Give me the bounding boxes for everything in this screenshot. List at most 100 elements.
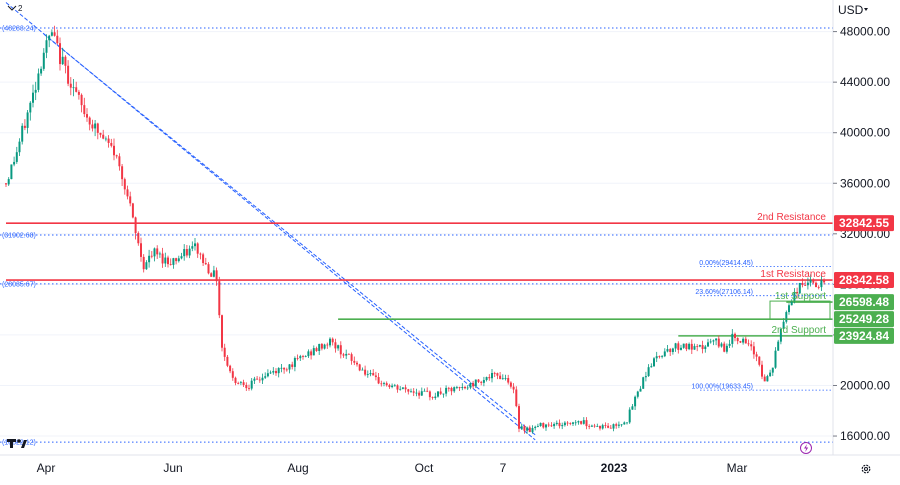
- candle: [650, 366, 653, 368]
- candle: [617, 424, 620, 426]
- candle: [250, 380, 253, 389]
- price-tag[interactable]: [834, 327, 894, 344]
- candle: [342, 354, 345, 356]
- candle: [569, 423, 572, 424]
- candle: [542, 422, 545, 428]
- candle: [393, 385, 396, 387]
- candle: [364, 369, 367, 375]
- candle: [131, 203, 134, 218]
- candle: [258, 379, 261, 381]
- time-axis[interactable]: Apr Jun Aug Oct 7 2023 Mar: [37, 461, 748, 475]
- candle: [345, 353, 348, 356]
- candle: [212, 270, 215, 277]
- candle: [13, 161, 16, 165]
- candle: [682, 343, 685, 348]
- candle: [580, 421, 583, 424]
- price-tag-label: 26598.48: [839, 295, 889, 309]
- candle: [404, 387, 407, 390]
- y-tick-label: 40000.00: [840, 126, 890, 140]
- reference-label: (48283.24): [2, 26, 36, 33]
- candle: [145, 262, 148, 270]
- candle: [447, 387, 450, 389]
- candle: [612, 424, 615, 429]
- interval-badge[interactable]: 2: [7, 4, 23, 13]
- candle: [310, 351, 313, 356]
- candle: [493, 372, 496, 374]
- candle: [504, 378, 507, 379]
- candle: [793, 291, 796, 302]
- candle: [742, 338, 745, 343]
- candle: [423, 390, 426, 392]
- candle: [809, 279, 812, 283]
- price-tag[interactable]: [834, 294, 894, 311]
- candle: [531, 428, 534, 433]
- price-tag-label: 28342.58: [839, 273, 889, 287]
- candle: [523, 426, 526, 431]
- candle: [536, 425, 539, 427]
- candle: [666, 349, 669, 352]
- candle: [7, 179, 10, 185]
- price-tag-label: 23924.84: [839, 329, 889, 343]
- candle: [34, 89, 37, 93]
- candle: [599, 426, 601, 429]
- price-tag[interactable]: [834, 311, 894, 328]
- candle: [788, 305, 790, 313]
- candle: [806, 282, 809, 286]
- x-tick-label: Apr: [37, 461, 56, 475]
- candle: [407, 389, 410, 392]
- candle: [515, 389, 518, 407]
- candle: [280, 367, 283, 369]
- candle: [458, 387, 461, 389]
- candle: [361, 369, 364, 371]
- chevron-down-icon[interactable]: [864, 8, 868, 11]
- candle: [801, 282, 804, 286]
- gear-icon[interactable]: [861, 464, 871, 474]
- candle: [15, 152, 18, 162]
- candle: [509, 382, 512, 387]
- candle: [590, 425, 593, 427]
- candle: [32, 92, 34, 103]
- price-axis[interactable]: 16000.0020000.0024000.0028000.0032000.00…: [833, 25, 890, 443]
- currency-label[interactable]: USD: [838, 3, 864, 17]
- candle: [439, 391, 442, 394]
- candle: [45, 40, 48, 53]
- lightning-icon[interactable]: [800, 442, 812, 454]
- candle: [731, 333, 734, 344]
- candle: [134, 217, 137, 234]
- support-box: [769, 300, 831, 320]
- price-tag[interactable]: [834, 215, 894, 232]
- candle: [191, 246, 194, 249]
- price-tag[interactable]: [834, 272, 894, 289]
- candle: [21, 125, 24, 142]
- candle: [817, 286, 820, 288]
- fib-label: 23.60%(27106.14): [695, 289, 753, 296]
- collapse-icon[interactable]: [7, 5, 17, 11]
- candle: [53, 32, 56, 36]
- candle: [577, 421, 580, 423]
- candle: [688, 343, 691, 350]
- candle: [671, 348, 674, 353]
- candle: [194, 243, 196, 247]
- candle: [758, 356, 761, 365]
- candle: [77, 91, 80, 95]
- candle: [566, 422, 569, 424]
- candle: [204, 263, 207, 265]
- candle: [299, 356, 302, 359]
- candle: [331, 338, 334, 343]
- x-tick-label: Jun: [163, 461, 182, 475]
- candle: [420, 391, 423, 396]
- candle: [434, 396, 437, 398]
- level-label: 2nd Resistance: [757, 212, 826, 223]
- candle: [369, 373, 372, 375]
- candle: [67, 65, 70, 84]
- candle: [391, 385, 394, 388]
- candle: [366, 374, 369, 376]
- y-tick-label: 44000.00: [840, 75, 890, 89]
- candle: [69, 83, 72, 88]
- reference-label: (31902.68): [2, 233, 36, 240]
- candle: [696, 346, 699, 347]
- candle: [734, 333, 736, 339]
- candle: [215, 270, 218, 282]
- candle: [229, 365, 232, 372]
